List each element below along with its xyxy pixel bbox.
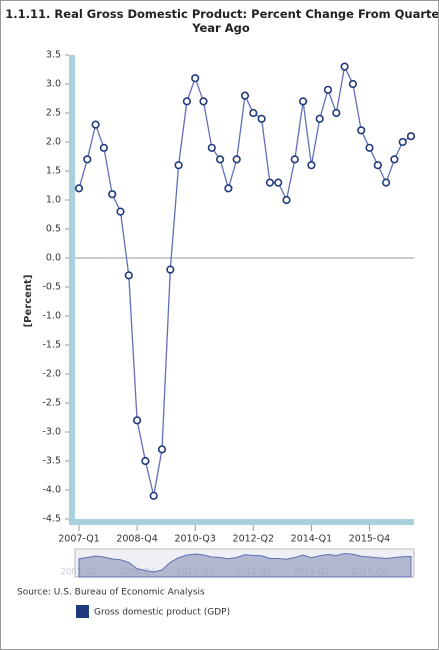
- data-point: [91, 120, 100, 129]
- y-axis-band: [69, 55, 75, 525]
- legend-swatch: [76, 605, 89, 618]
- data-point: [249, 108, 258, 118]
- data-point: [116, 207, 125, 216]
- navigator-area: [78, 552, 412, 578]
- y-tick-label: -4.0: [42, 485, 61, 496]
- data-point: [166, 265, 175, 274]
- data-point: [390, 155, 399, 164]
- chart-title: Table 1.1.11. Real Gross Domestic Produc…: [1, 7, 439, 35]
- data-point: [199, 97, 208, 106]
- y-tick-label: 3.5: [46, 50, 61, 61]
- y-tick-label: -2.0: [42, 369, 61, 380]
- data-point: [340, 62, 349, 71]
- data-point: [99, 143, 108, 152]
- data-point: [257, 114, 266, 123]
- y-tick-label: 1.5: [46, 166, 61, 177]
- data-point: [232, 155, 241, 164]
- data-point: [373, 161, 382, 170]
- y-tick-label: -0.5: [42, 282, 61, 293]
- y-tick-label: -3.5: [42, 456, 61, 467]
- y-axis-title: [Percent]: [23, 275, 34, 328]
- data-point: [265, 178, 275, 187]
- data-point: [382, 178, 391, 187]
- x-tick-label: 2015-Q4: [349, 534, 390, 545]
- y-tick-label: 0.5: [46, 224, 61, 235]
- data-point: [282, 195, 291, 205]
- y-tick-label: -2.5: [42, 398, 61, 409]
- data-point: [240, 91, 250, 100]
- data-point: [348, 79, 358, 89]
- data-point: [323, 85, 333, 94]
- y-tick-label: 3.0: [46, 79, 61, 90]
- y-tick-label: -1.5: [42, 340, 61, 351]
- data-point: [332, 108, 341, 118]
- data-point: [224, 184, 233, 193]
- x-tick-label: 2010-Q3: [174, 534, 215, 545]
- data-point: [365, 143, 374, 152]
- data-point: [108, 190, 117, 199]
- y-tick-label: 2.0: [46, 137, 61, 148]
- y-tick-label: 0.0: [46, 253, 61, 264]
- data-point: [274, 178, 283, 187]
- data-point: [357, 126, 366, 135]
- data-point: [182, 97, 191, 106]
- x-tick-label: 2008-Q4: [116, 534, 157, 545]
- data-point: [74, 184, 84, 193]
- data-point: [141, 456, 150, 466]
- data-point: [149, 491, 158, 500]
- data-point: [290, 155, 299, 164]
- data-point: [307, 161, 316, 170]
- y-tick-label: -1.0: [42, 311, 61, 322]
- x-axis-band: [69, 519, 414, 525]
- x-tick-label: 2012-Q2: [233, 534, 274, 545]
- data-point: [124, 271, 133, 280]
- data-point: [406, 132, 416, 141]
- data-point: [174, 161, 183, 170]
- data-point: [83, 155, 92, 164]
- data-point: [157, 445, 167, 454]
- data-point: [207, 143, 216, 152]
- data-point: [315, 114, 324, 123]
- data-point: [398, 137, 407, 147]
- y-tick-label: 2.5: [46, 108, 61, 119]
- data-point: [299, 97, 308, 106]
- y-tick-label: -4.5: [42, 514, 61, 525]
- y-tick-label: 1.0: [46, 195, 61, 206]
- y-tick-label: -3.0: [42, 427, 61, 438]
- x-tick-label: 2007-Q1: [58, 534, 99, 545]
- source-note: Source: U.S. Bureau of Economic Analysis: [17, 588, 205, 598]
- legend-label: Gross domestic product (GDP): [94, 608, 230, 618]
- data-point: [216, 155, 225, 164]
- x-tick-label: 2014-Q1: [291, 534, 332, 545]
- data-point: [191, 74, 200, 83]
- data-point: [133, 416, 142, 425]
